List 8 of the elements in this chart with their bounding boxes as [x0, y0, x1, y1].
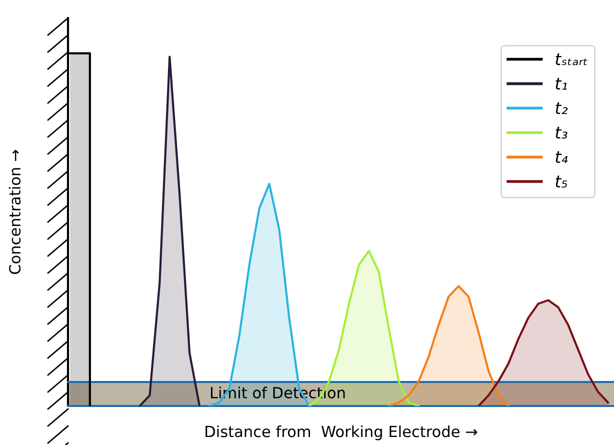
y-axis-title: Concentration → [8, 150, 21, 274]
legend-label: tₛₜₐᵣₜ [556, 53, 588, 66]
legend-label: t₅ [556, 176, 568, 188]
legend-label: t₄ [556, 151, 568, 163]
x-axis-title: Distance from Working Electrode → [206, 425, 478, 440]
legend-label: t₁ [556, 78, 567, 90]
legend-label: t₃ [556, 126, 568, 139]
legend-label: t₂ [556, 102, 568, 114]
